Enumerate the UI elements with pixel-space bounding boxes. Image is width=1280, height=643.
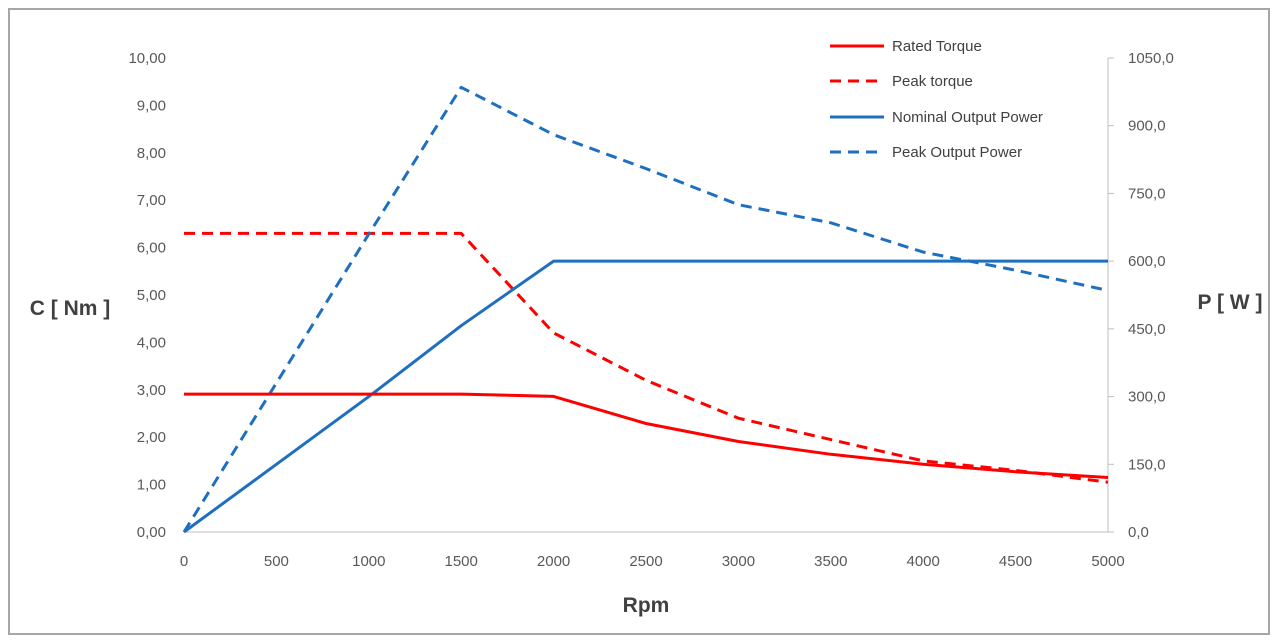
left-tick-label: 3,00 [137, 382, 166, 399]
right-tick-label: 750,0 [1128, 185, 1166, 202]
series-line-rated-torque [184, 392, 1109, 479]
left-tick-label: 8,00 [137, 145, 166, 162]
left-tick-label: 7,00 [137, 192, 166, 209]
x-tick-label: 4500 [999, 553, 1032, 570]
left-tick-label: 5,00 [137, 287, 166, 304]
right-tick-label: 450,0 [1128, 321, 1166, 338]
left-tick-label: 0,00 [137, 524, 166, 541]
x-tick-label: 3500 [814, 553, 847, 570]
x-tick-label: 5000 [1091, 553, 1124, 570]
legend-label: Peak Output Power [892, 144, 1022, 161]
x-tick-label: 2000 [537, 553, 570, 570]
left-tick-label: 2,00 [137, 429, 166, 446]
left-y-axis: 0,00 1,00 2,00 3,00 4,00 5,00 6,00 7,00 8,00 9,00… [128, 50, 166, 541]
right-tick-label: 900,0 [1128, 118, 1166, 135]
legend-label: Nominal Output Power [892, 109, 1043, 126]
x-tick-label: 2500 [629, 553, 662, 570]
series-line-nominal-output-power [183, 259, 1108, 534]
left-tick-label: 6,00 [137, 240, 166, 257]
right-y-axis: 0,0 150,0 300,0 450,0 600,0 750,0 900,0 1050,0 [1107, 50, 1174, 541]
right-axis-title: P [ W ] [1198, 291, 1263, 314]
legend: Rated Torque Peak torque Nominal Output Po… [830, 38, 1043, 161]
right-tick-label: 1050,0 [1128, 50, 1174, 67]
legend-label: Rated Torque [892, 38, 982, 55]
legend-label: Peak torque [892, 73, 973, 90]
series-line-peak-torque [184, 231, 1109, 484]
right-tick-label: 600,0 [1128, 253, 1166, 270]
left-tick-label: 9,00 [137, 97, 166, 114]
x-axis: 0 500 1000 1500 2000 2500 3000 3500 4000 4500 5000 [180, 531, 1125, 570]
left-axis-title: C [ Nm ] [30, 297, 111, 320]
series-line-peak-output-power [182, 85, 1109, 533]
x-tick-label: 3000 [722, 553, 755, 570]
left-tick-label: 10,00 [128, 50, 166, 67]
x-tick-label: 1500 [445, 553, 478, 570]
left-tick-label: 4,00 [137, 334, 166, 351]
left-tick-label: 1,00 [137, 477, 166, 494]
series-layer [182, 85, 1109, 534]
right-tick-label: 0,0 [1128, 524, 1149, 541]
x-tick-label: 0 [180, 553, 188, 570]
right-tick-label: 300,0 [1128, 389, 1166, 406]
x-tick-label: 500 [264, 553, 289, 570]
x-tick-label: 1000 [352, 553, 385, 570]
chart-frame [8, 8, 1270, 635]
x-axis-title: Rpm [623, 594, 670, 617]
right-tick-label: 150,0 [1128, 456, 1166, 473]
x-tick-label: 4000 [907, 553, 940, 570]
